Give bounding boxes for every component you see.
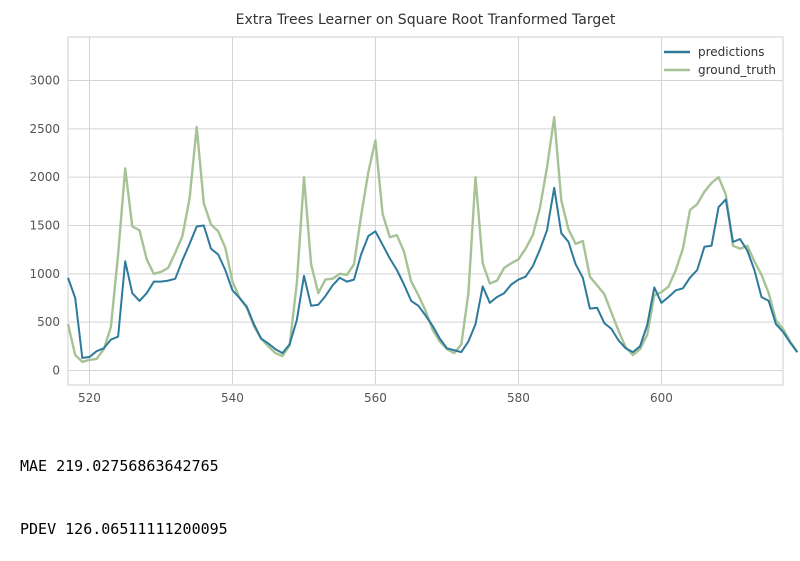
y-tick-label: 500	[37, 315, 60, 329]
x-tick-label: 540	[221, 391, 244, 405]
x-tick-label: 580	[507, 391, 530, 405]
chart-svg: 520 540 560 580 600 0 500 1000 1500 2000 2500 3000…	[29, 12, 799, 405]
legend-label: predictions	[698, 45, 764, 59]
legend-label: ground_truth	[698, 63, 776, 77]
y-tick-label: 2500	[29, 122, 60, 136]
metrics-output: MAE 219.02756863642765 PDEV 126.06511111…	[20, 414, 228, 561]
x-tick-labels: 520 540 560 580 600	[78, 391, 673, 405]
y-tick-label: 3000	[29, 74, 60, 88]
series-line-predictions	[67, 186, 799, 359]
y-tick-labels: 0 500 1000 1500 2000 2500 3000	[29, 74, 60, 378]
y-tick-label: 2000	[29, 170, 60, 184]
chart-title: Extra Trees Learner on Square Root Tranf…	[236, 12, 616, 28]
series-lines	[66, 115, 799, 363]
x-tick-label: 520	[78, 391, 101, 405]
pdev-line: PDEV 126.06511111200095	[20, 520, 228, 538]
y-tick-label: 1500	[29, 219, 60, 233]
plot-area	[67, 36, 784, 386]
x-tick-label: 600	[650, 391, 673, 405]
series-line-ground-truth	[66, 115, 799, 363]
legend: predictions ground_truth	[664, 45, 776, 77]
line-chart: 520 540 560 580 600 0 500 1000 1500 2000 2500 3000…	[29, 12, 799, 405]
mae-line: MAE 219.02756863642765	[20, 457, 219, 475]
y-tick-label: 1000	[29, 267, 60, 281]
x-tick-label: 560	[364, 391, 387, 405]
y-tick-label: 0	[52, 364, 60, 378]
grid-lines	[68, 37, 783, 385]
